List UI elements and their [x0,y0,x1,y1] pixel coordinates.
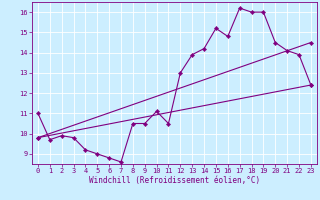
X-axis label: Windchill (Refroidissement éolien,°C): Windchill (Refroidissement éolien,°C) [89,176,260,185]
